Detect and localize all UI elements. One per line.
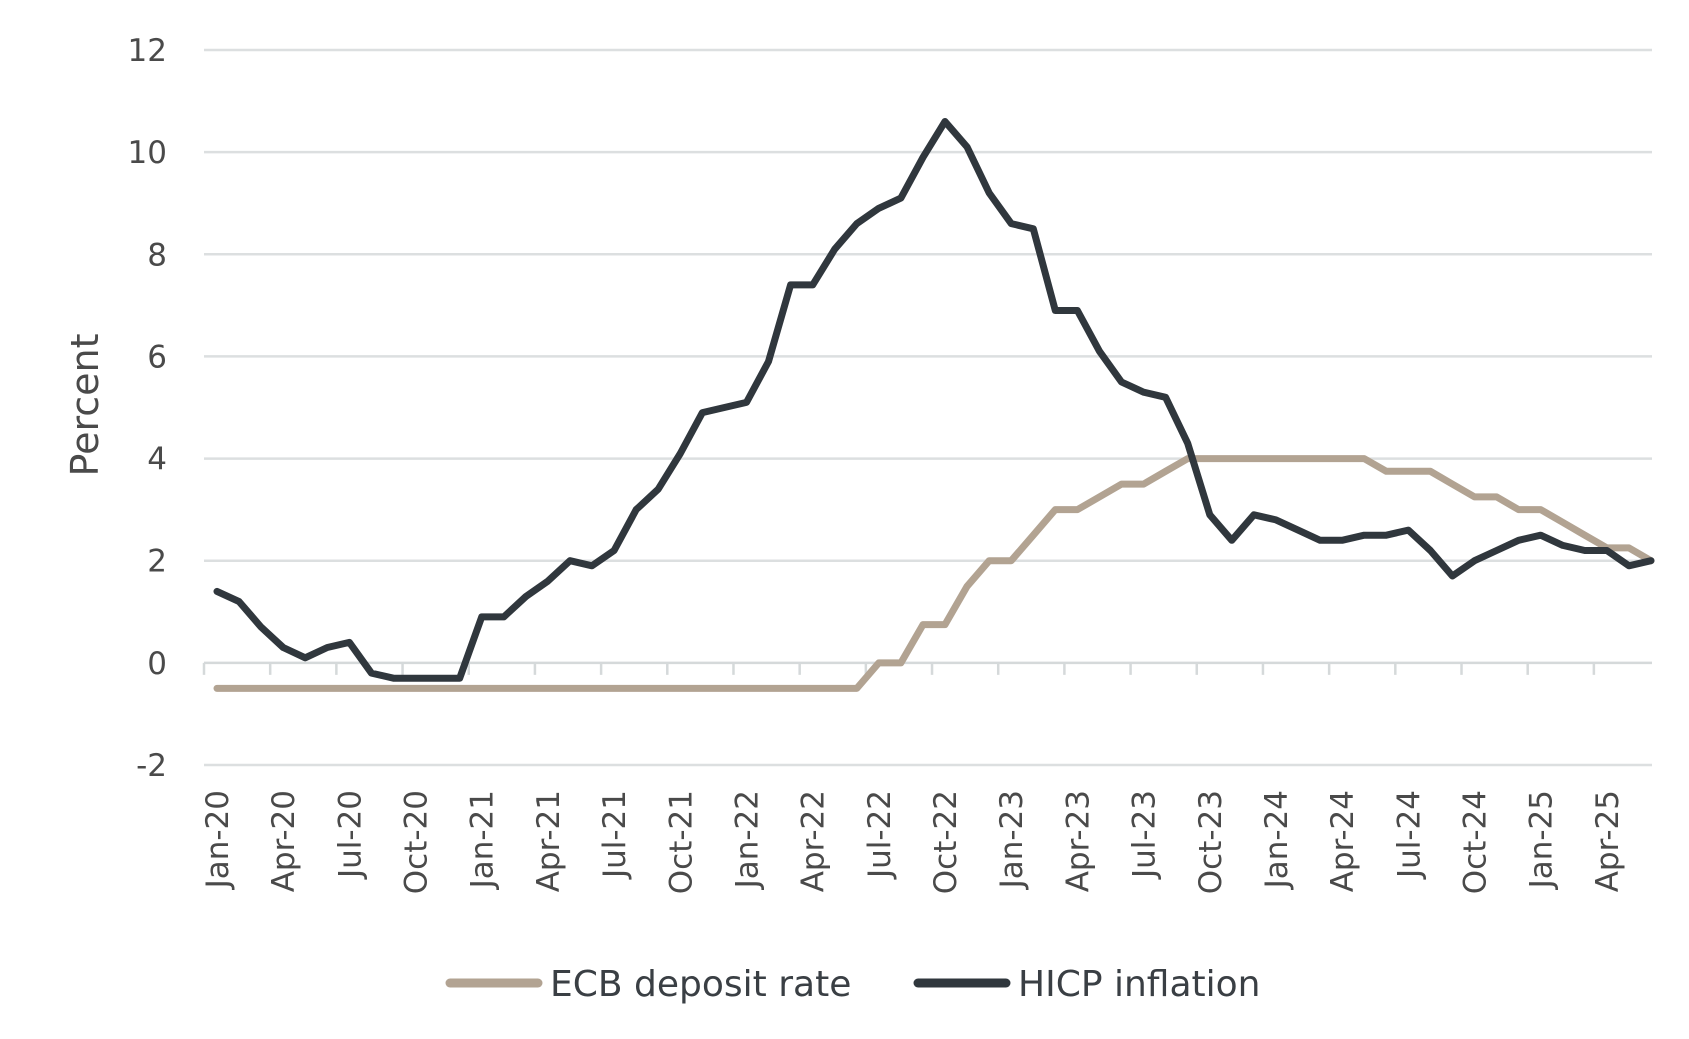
x-tick-label: Oct-23 [1193, 790, 1229, 894]
y-tick-label: 10 [128, 135, 167, 171]
x-tick-label: Jan-25 [1524, 790, 1560, 890]
y-tick-label: -2 [136, 748, 167, 784]
x-tick-label: Jul-23 [1127, 790, 1163, 880]
y-tick-label: 6 [147, 339, 167, 375]
x-tick-label: Jul-24 [1391, 790, 1427, 880]
y-tick-label: 4 [147, 442, 167, 478]
x-tick-label: Apr-22 [796, 790, 832, 892]
x-tick-label: Apr-23 [1060, 790, 1096, 892]
series-line-hicp-inflation [213, 118, 1655, 682]
y-tick-label: 0 [147, 646, 167, 682]
x-axis [202, 661, 1652, 675]
x-tick-label: Oct-22 [928, 790, 964, 894]
x-tick-label: Jan-22 [729, 790, 765, 890]
x-tick-label: Jul-20 [332, 790, 368, 880]
legend: ECB deposit rate HICP inflation [445, 964, 1261, 1005]
gridlines [204, 48, 1652, 767]
legend-label: HICP inflation [1018, 964, 1261, 1005]
y-tick-label: 8 [147, 237, 167, 273]
x-tick-label: Apr-24 [1325, 790, 1361, 892]
x-tick-label: Jan-20 [200, 790, 236, 890]
x-tick-label: Apr-25 [1590, 790, 1626, 892]
x-tick-label: Oct-24 [1458, 790, 1494, 894]
series-line-ecb-deposit-rate [213, 455, 1655, 692]
series-lines [213, 118, 1655, 692]
y-tick-label: 12 [128, 33, 167, 69]
x-tick-label: Jan-21 [465, 790, 501, 890]
y-tick-label: 2 [147, 544, 167, 580]
x-tick-labels: Jan-20 Apr-20 Jul-20 Oct-20 Jan-21 Apr-21 Jul-… [200, 790, 1626, 894]
x-tick-label: Apr-21 [531, 790, 567, 892]
x-tick-label: Jul-21 [597, 790, 633, 880]
x-tick-label: Jan-23 [994, 790, 1030, 890]
legend-label: ECB deposit rate [550, 964, 851, 1005]
x-tick-label: Apr-20 [266, 790, 302, 892]
y-tick-labels: -2 0 2 4 6 8 10 12 [128, 33, 167, 784]
x-tick-label: Oct-20 [399, 790, 435, 894]
x-tick-label: Oct-21 [663, 790, 699, 894]
y-axis-title: Percent [63, 334, 107, 477]
x-tick-label: Jan-24 [1259, 790, 1295, 890]
x-tick-label: Jul-22 [862, 790, 898, 880]
